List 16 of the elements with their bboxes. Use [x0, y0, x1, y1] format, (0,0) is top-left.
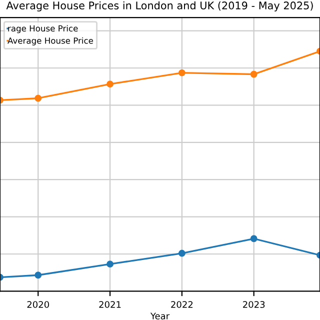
point: [250, 235, 258, 242]
point: [178, 250, 186, 257]
point: [34, 272, 42, 279]
x-tick-label: 2021: [99, 301, 121, 308]
legend-label: Average House Price: [8, 37, 94, 46]
x-tick-label: 2022: [171, 301, 193, 308]
point: [178, 69, 186, 76]
point: [250, 70, 258, 78]
x-tick-label: 2020: [27, 301, 49, 308]
point: [106, 260, 114, 268]
x-tick-label: 2023: [243, 301, 265, 308]
legend-label: rage House Price: [8, 25, 78, 34]
x-axis-title: Year: [150, 312, 170, 320]
point: [106, 80, 114, 88]
point: [34, 94, 42, 102]
chart-title: Average House Prices in London and UK (2019 - May 2025): [6, 1, 313, 12]
